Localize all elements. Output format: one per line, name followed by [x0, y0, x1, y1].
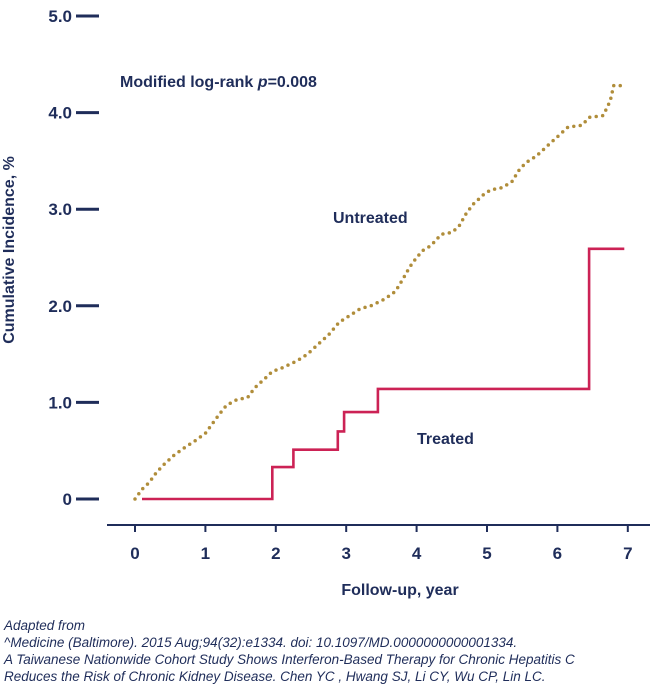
- x-tick-label: 2: [271, 544, 280, 563]
- x-tick-label: 7: [623, 544, 632, 563]
- y-tick-label: 0: [63, 490, 72, 509]
- y-axis: 0 1.0 2.0 3.0 4.0 5.0: [48, 7, 99, 509]
- y-axis-title: Cumulative Incidence, %: [1, 156, 18, 344]
- y-tick-label: 5.0: [48, 7, 72, 26]
- series-label-treated: Treated: [417, 431, 474, 448]
- y-tick-label: 3.0: [48, 200, 72, 219]
- chart: 0 1.0 2.0 3.0 4.0 5.0 0 1 2 3 4 5 6 7 Cumulative Inc…: [1, 7, 650, 599]
- x-axis-title: Follow-up, year: [341, 582, 458, 599]
- x-tick-label: 6: [553, 544, 562, 563]
- p-value-number: =0.008: [268, 74, 317, 91]
- x-tick-label: 0: [130, 544, 139, 563]
- x-tick-label: 3: [341, 544, 350, 563]
- citation-line-1: Adapted from: [4, 618, 86, 633]
- p-value-symbol: p: [257, 74, 268, 91]
- series-label-untreated: Untreated: [333, 210, 408, 227]
- y-tick-label: 4.0: [48, 104, 72, 123]
- series-layer: [133, 83, 627, 501]
- x-tick-label: 4: [412, 544, 422, 563]
- y-tick-label: 1.0: [48, 393, 72, 412]
- p-value-annotation: Modified log-rank p=0.008: [120, 74, 317, 91]
- citation-line-4: Reduces the Risk of Chronic Kidney Disea…: [4, 669, 546, 684]
- p-value-prefix: Modified log-rank: [120, 74, 258, 91]
- citation: Adapted from ^Medicine (Baltimore). 2015…: [4, 617, 644, 685]
- series-untreated-line: [133, 83, 627, 501]
- x-tick-label: 5: [482, 544, 491, 563]
- citation-line-3: A Taiwanese Nationwide Cohort Study Show…: [4, 652, 575, 667]
- x-tick-label: 1: [201, 544, 210, 563]
- series-treated-line: [142, 247, 625, 501]
- x-axis: 0 1 2 3 4 5 6 7: [107, 524, 650, 563]
- citation-line-2: ^Medicine (Baltimore). 2015 Aug;94(32):e…: [4, 635, 518, 650]
- y-tick-label: 2.0: [48, 297, 72, 316]
